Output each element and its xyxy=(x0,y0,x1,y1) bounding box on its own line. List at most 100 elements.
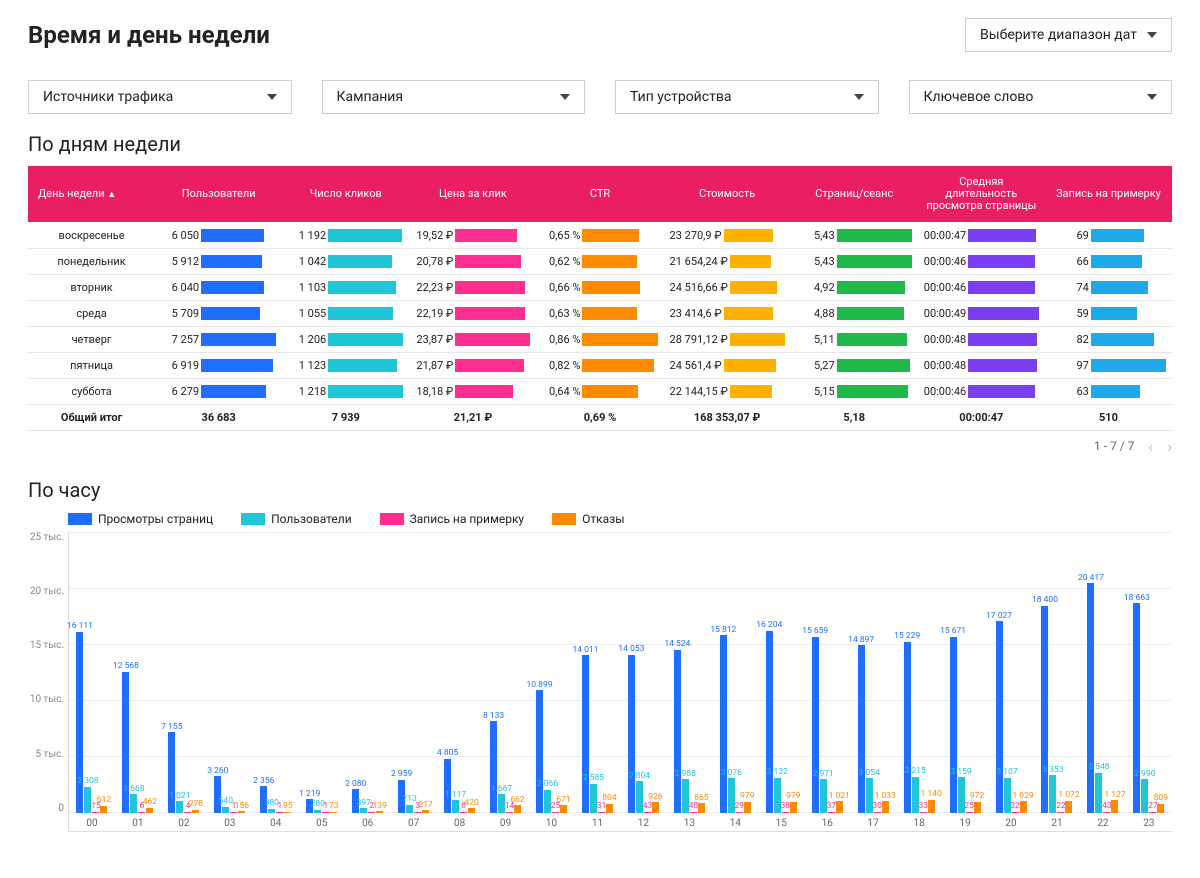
metric-cell: 1 042 xyxy=(282,248,409,274)
chart-bar: 25 xyxy=(966,812,973,813)
bar-label: 73 xyxy=(329,802,339,812)
chart-bar: 280 xyxy=(314,810,321,813)
metric-bar xyxy=(201,281,264,294)
metric-bar xyxy=(582,333,657,346)
legend-swatch xyxy=(68,513,92,525)
metric-bar xyxy=(201,385,266,398)
metric-cell: 74 xyxy=(1045,274,1172,300)
metric-bar xyxy=(968,385,1034,398)
filter-select-1[interactable]: Кампания xyxy=(322,80,586,114)
bar-label: 16 111 xyxy=(67,622,93,632)
metric-value: 0,64 % xyxy=(542,385,580,398)
metric-cell: 5,11 xyxy=(791,326,918,352)
metric-value: 1 042 xyxy=(288,255,326,268)
column-header[interactable]: Цена за клик xyxy=(409,166,536,222)
chart-bar: 10 899 xyxy=(536,690,543,813)
bar-label: 926 xyxy=(648,793,662,803)
legend-label: Просмотры страниц xyxy=(98,512,213,526)
column-header[interactable]: Страниц/сеанс xyxy=(791,166,918,222)
legend-item[interactable]: Пользователи xyxy=(241,512,352,526)
metric-cell: 23 270,9 ₽ xyxy=(664,222,791,248)
x-tick: 20 xyxy=(988,818,1034,829)
bar-label: 12 568 xyxy=(113,662,139,672)
column-header[interactable]: Средняя длительность просмотра страницы xyxy=(918,166,1045,222)
legend-item[interactable]: Запись на примерку xyxy=(380,512,524,526)
column-header[interactable]: День недели ▲ xyxy=(28,166,155,222)
table-pager: 1 - 7 / 7 ‹ › xyxy=(28,437,1172,456)
bar-label: 156 xyxy=(235,802,249,812)
column-header[interactable]: Число кликов xyxy=(282,166,409,222)
x-tick: 17 xyxy=(850,818,896,829)
chart-bar: 1 127 xyxy=(1111,800,1118,813)
filter-select-2[interactable]: Тип устройства xyxy=(615,80,879,114)
hour-column: 12 5681 668646201 xyxy=(115,532,161,813)
bar-label: 2 356 xyxy=(253,777,274,787)
chart-bar: 27 xyxy=(1149,812,1156,813)
sort-asc-icon: ▲ xyxy=(107,190,116,200)
metric-value: 21 654,24 ₽ xyxy=(670,255,728,268)
hour-column: 2 959713321707 xyxy=(391,532,437,813)
bar-label: 139 xyxy=(373,802,387,812)
metric-cell: 1 192 xyxy=(282,222,409,248)
bar-label: 1 072 xyxy=(1058,791,1079,801)
metric-bar xyxy=(455,255,520,268)
chart-bar: 671 xyxy=(560,805,567,813)
column-header[interactable]: CTR xyxy=(536,166,663,222)
hour-column: 15 6713 1592597219 xyxy=(942,532,988,813)
metric-bar xyxy=(328,385,403,398)
bar-label: 612 xyxy=(97,796,111,806)
metric-cell: 1 123 xyxy=(282,352,409,378)
x-tick: 04 xyxy=(253,818,299,829)
metric-cell: 0,62 % xyxy=(536,248,663,274)
metric-bar xyxy=(837,359,910,372)
column-header[interactable]: Пользователи xyxy=(155,166,282,222)
chart-bar: 14 524 xyxy=(674,650,681,813)
chart-bar: 20 417 xyxy=(1087,583,1094,812)
filter-select-3[interactable]: Ключевое слово xyxy=(909,80,1173,114)
chart-bar: 18 663 xyxy=(1133,603,1140,813)
pager-next-icon[interactable]: › xyxy=(1167,437,1172,456)
chart-bar: 14 011 xyxy=(582,655,589,812)
chart-bar: 37 xyxy=(828,812,835,813)
x-tick: 22 xyxy=(1080,818,1126,829)
metric-cell: 97 xyxy=(1045,352,1172,378)
chart-bar: 18 400 xyxy=(1041,606,1048,813)
x-tick: 11 xyxy=(574,818,620,829)
metric-value: 18,18 ₽ xyxy=(415,385,453,398)
day-cell: понедельник xyxy=(28,248,155,274)
pager-prev-icon[interactable]: ‹ xyxy=(1148,437,1153,456)
date-range-picker[interactable]: Выберите диапазон дат xyxy=(965,18,1172,52)
caret-down-icon xyxy=(267,94,277,100)
legend-item[interactable]: Просмотры страниц xyxy=(68,512,213,526)
hour-column: 4 8051 117842008 xyxy=(437,532,483,813)
bar-label: 3 548 xyxy=(1088,763,1109,773)
bar-label: 14 011 xyxy=(572,646,598,656)
chart-bar: 2 xyxy=(368,812,375,813)
chart-bar: 1 668 xyxy=(130,794,137,813)
metric-bar xyxy=(968,229,1036,242)
bar-label: 48 xyxy=(689,802,699,812)
column-header[interactable]: Стоимость xyxy=(664,166,791,222)
filter-label: Источники трафика xyxy=(43,89,173,105)
filter-select-0[interactable]: Источники трафика xyxy=(28,80,292,114)
chart-bar: 1 029 xyxy=(1020,801,1027,813)
metric-value: 1 055 xyxy=(288,307,326,320)
metric-value: 5,15 xyxy=(797,385,835,398)
x-tick: 19 xyxy=(942,818,988,829)
metric-bar xyxy=(201,229,264,242)
bar-label: 2 080 xyxy=(345,780,366,790)
hour-column: 10 8992 0662567110 xyxy=(529,532,575,813)
week-section-title: По дням недели xyxy=(28,132,1172,156)
legend-item[interactable]: Отказы xyxy=(552,512,624,526)
metric-bar xyxy=(730,281,777,294)
x-tick: 01 xyxy=(115,818,161,829)
bar-label: 18 400 xyxy=(1032,596,1058,606)
bar-label: 217 xyxy=(418,801,432,811)
column-header[interactable]: Запись на примерку xyxy=(1045,166,1172,222)
hour-column: 15 2293 215331 14018 xyxy=(896,532,942,813)
bar-label: 3 054 xyxy=(859,769,880,779)
metric-bar xyxy=(968,307,1039,320)
totals-row: Общий итог36 6837 93921,21 ₽0,69 %168 35… xyxy=(28,404,1172,430)
chart-bar: 95 xyxy=(284,812,291,813)
bar-label: 1 117 xyxy=(445,791,466,801)
